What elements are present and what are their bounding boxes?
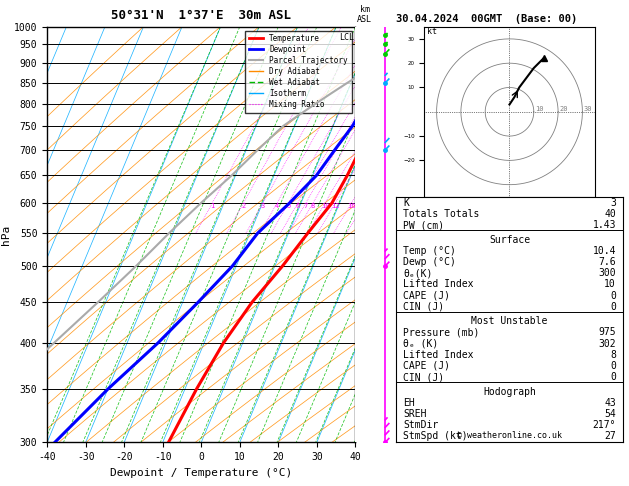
Text: 6: 6 [296,203,300,209]
Text: 0: 0 [610,361,616,371]
Text: km
ASL: km ASL [357,5,372,24]
Text: 5: 5 [286,203,291,209]
Text: 4: 4 [275,203,279,209]
Text: Pressure (mb): Pressure (mb) [403,328,479,337]
Text: 50°31'N  1°37'E  30m ASL: 50°31'N 1°37'E 30m ASL [111,9,291,22]
Text: 0: 0 [610,372,616,382]
Text: 1: 1 [210,203,214,209]
Legend: Temperature, Dewpoint, Parcel Trajectory, Dry Adiabat, Wet Adiabat, Isotherm, Mi: Temperature, Dewpoint, Parcel Trajectory… [245,31,352,113]
Text: 10: 10 [535,105,543,112]
Text: 975: 975 [598,328,616,337]
Text: 302: 302 [598,339,616,348]
Text: 27: 27 [604,431,616,441]
Text: 2: 2 [242,203,245,209]
Text: K: K [403,198,409,208]
Text: Temp (°C): Temp (°C) [403,246,456,256]
Text: 7: 7 [304,203,308,209]
Text: 3: 3 [610,198,616,208]
Text: Lifted Index: Lifted Index [403,279,474,290]
X-axis label: Dewpoint / Temperature (°C): Dewpoint / Temperature (°C) [110,468,292,478]
Text: Lifted Index: Lifted Index [403,350,474,360]
Text: 300: 300 [598,268,616,278]
Text: 3: 3 [260,203,265,209]
Text: 40: 40 [604,209,616,219]
Text: Most Unstable: Most Unstable [471,316,548,326]
Text: 0: 0 [610,291,616,301]
Text: 43: 43 [604,398,616,408]
Text: StmSpd (kt): StmSpd (kt) [403,431,468,441]
Text: 12: 12 [331,203,340,209]
Y-axis label: hPa: hPa [1,225,11,244]
Text: LCL: LCL [339,33,354,42]
Text: 217°: 217° [593,420,616,430]
Text: 8: 8 [610,350,616,360]
Text: CAPE (J): CAPE (J) [403,291,450,301]
Text: 8: 8 [311,203,315,209]
Text: 30.04.2024  00GMT  (Base: 00): 30.04.2024 00GMT (Base: 00) [396,14,577,24]
Text: Totals Totals: Totals Totals [403,209,479,219]
Text: CIN (J): CIN (J) [403,372,444,382]
Text: © weatheronline.co.uk: © weatheronline.co.uk [457,431,562,440]
Text: CIN (J): CIN (J) [403,302,444,312]
Text: Surface: Surface [489,235,530,245]
Text: 1.43: 1.43 [593,220,616,230]
Text: Dewp (°C): Dewp (°C) [403,257,456,267]
Text: 0: 0 [610,302,616,312]
Text: 10: 10 [321,203,330,209]
Text: PW (cm): PW (cm) [403,220,444,230]
Text: CAPE (J): CAPE (J) [403,361,450,371]
Text: 10.4: 10.4 [593,246,616,256]
Text: kt: kt [427,27,437,36]
Text: 30: 30 [584,105,592,112]
Text: 16: 16 [347,203,356,209]
Text: 54: 54 [604,409,616,419]
Text: Hodograph: Hodograph [483,386,536,397]
Text: θₑ(K): θₑ(K) [403,268,433,278]
Text: StmDir: StmDir [403,420,438,430]
Text: 10: 10 [604,279,616,290]
Text: 20: 20 [559,105,568,112]
Text: θₑ (K): θₑ (K) [403,339,438,348]
Text: EH: EH [403,398,415,408]
Text: SREH: SREH [403,409,426,419]
Text: 7.6: 7.6 [598,257,616,267]
